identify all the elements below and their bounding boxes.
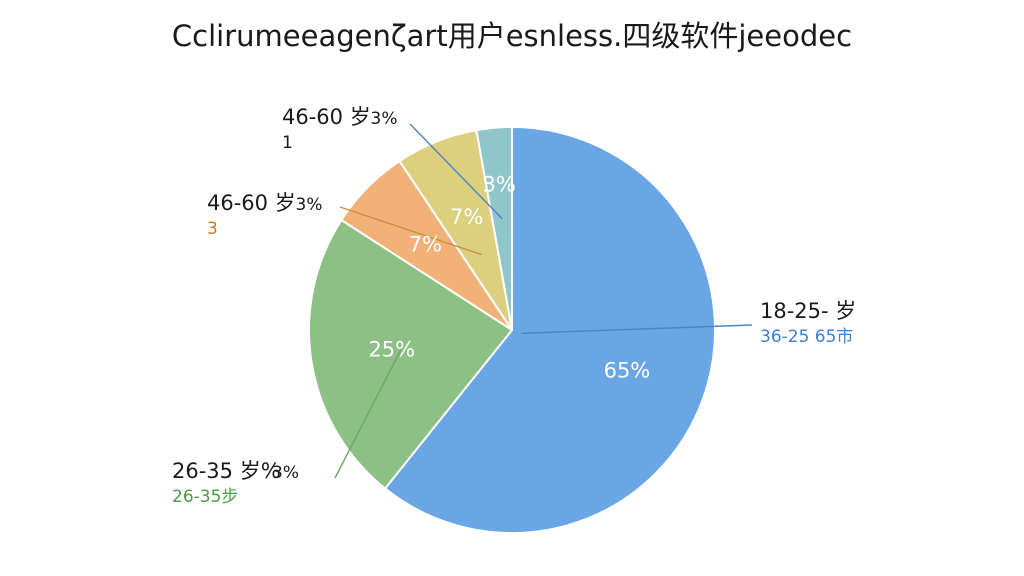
slice-value-label-4: 3% <box>482 172 515 196</box>
slice-value-label-3: 7% <box>450 205 483 229</box>
pie-slice-0 <box>383 125 716 534</box>
callout-percent-label: 3% <box>296 195 323 215</box>
chart-title: Cclirumeeagenζart用户esnless.四级软件jeeodec <box>172 19 852 53</box>
callout-labels: 46-60 岁 3%146-60 岁 3%318-25- 岁36-25 65市26-… <box>172 105 856 507</box>
callout-sub-label: 36-25 65市 <box>760 327 853 347</box>
pie-slice-1 <box>308 218 514 490</box>
callout-leader-line-2 <box>521 324 753 335</box>
callout-main-label: 18-25- 岁 <box>760 299 856 323</box>
slice-value-label-0: 65% <box>604 358 651 382</box>
callout-main-label: 26-35 岁% <box>172 459 281 483</box>
callout-sub-label: 1 <box>282 133 293 153</box>
callout-leader-line-3 <box>334 347 403 479</box>
callout-3: 26-35 岁%3% 26-35步 <box>172 459 299 507</box>
callout-percent-label: 3% <box>272 463 299 483</box>
callout-main-label: 46-60 岁 <box>207 191 296 215</box>
pie-slices <box>308 125 716 534</box>
callout-1: 46-60 岁 3% 3 <box>207 191 322 239</box>
callout-2: 18-25- 岁 36-25 65市 <box>760 299 856 347</box>
callout-leader-line-1 <box>339 206 482 256</box>
pie-slice-4 <box>475 125 513 331</box>
slice-value-label-2: 7% <box>409 233 442 257</box>
callout-sub-label: 26-35步 <box>172 487 238 507</box>
callout-leader-lines <box>334 123 753 479</box>
callout-0: 46-60 岁 3% 1 <box>282 105 397 153</box>
callout-main-label: 46-60 岁 <box>282 105 371 129</box>
callout-leader-line-0 <box>409 123 503 220</box>
callout-sub-label: 3 <box>207 219 218 239</box>
slice-value-labels: 65% 25% 7% 7% 3% <box>368 172 650 382</box>
callout-percent-label: 3% <box>371 109 398 129</box>
slice-value-label-1: 25% <box>368 338 415 362</box>
